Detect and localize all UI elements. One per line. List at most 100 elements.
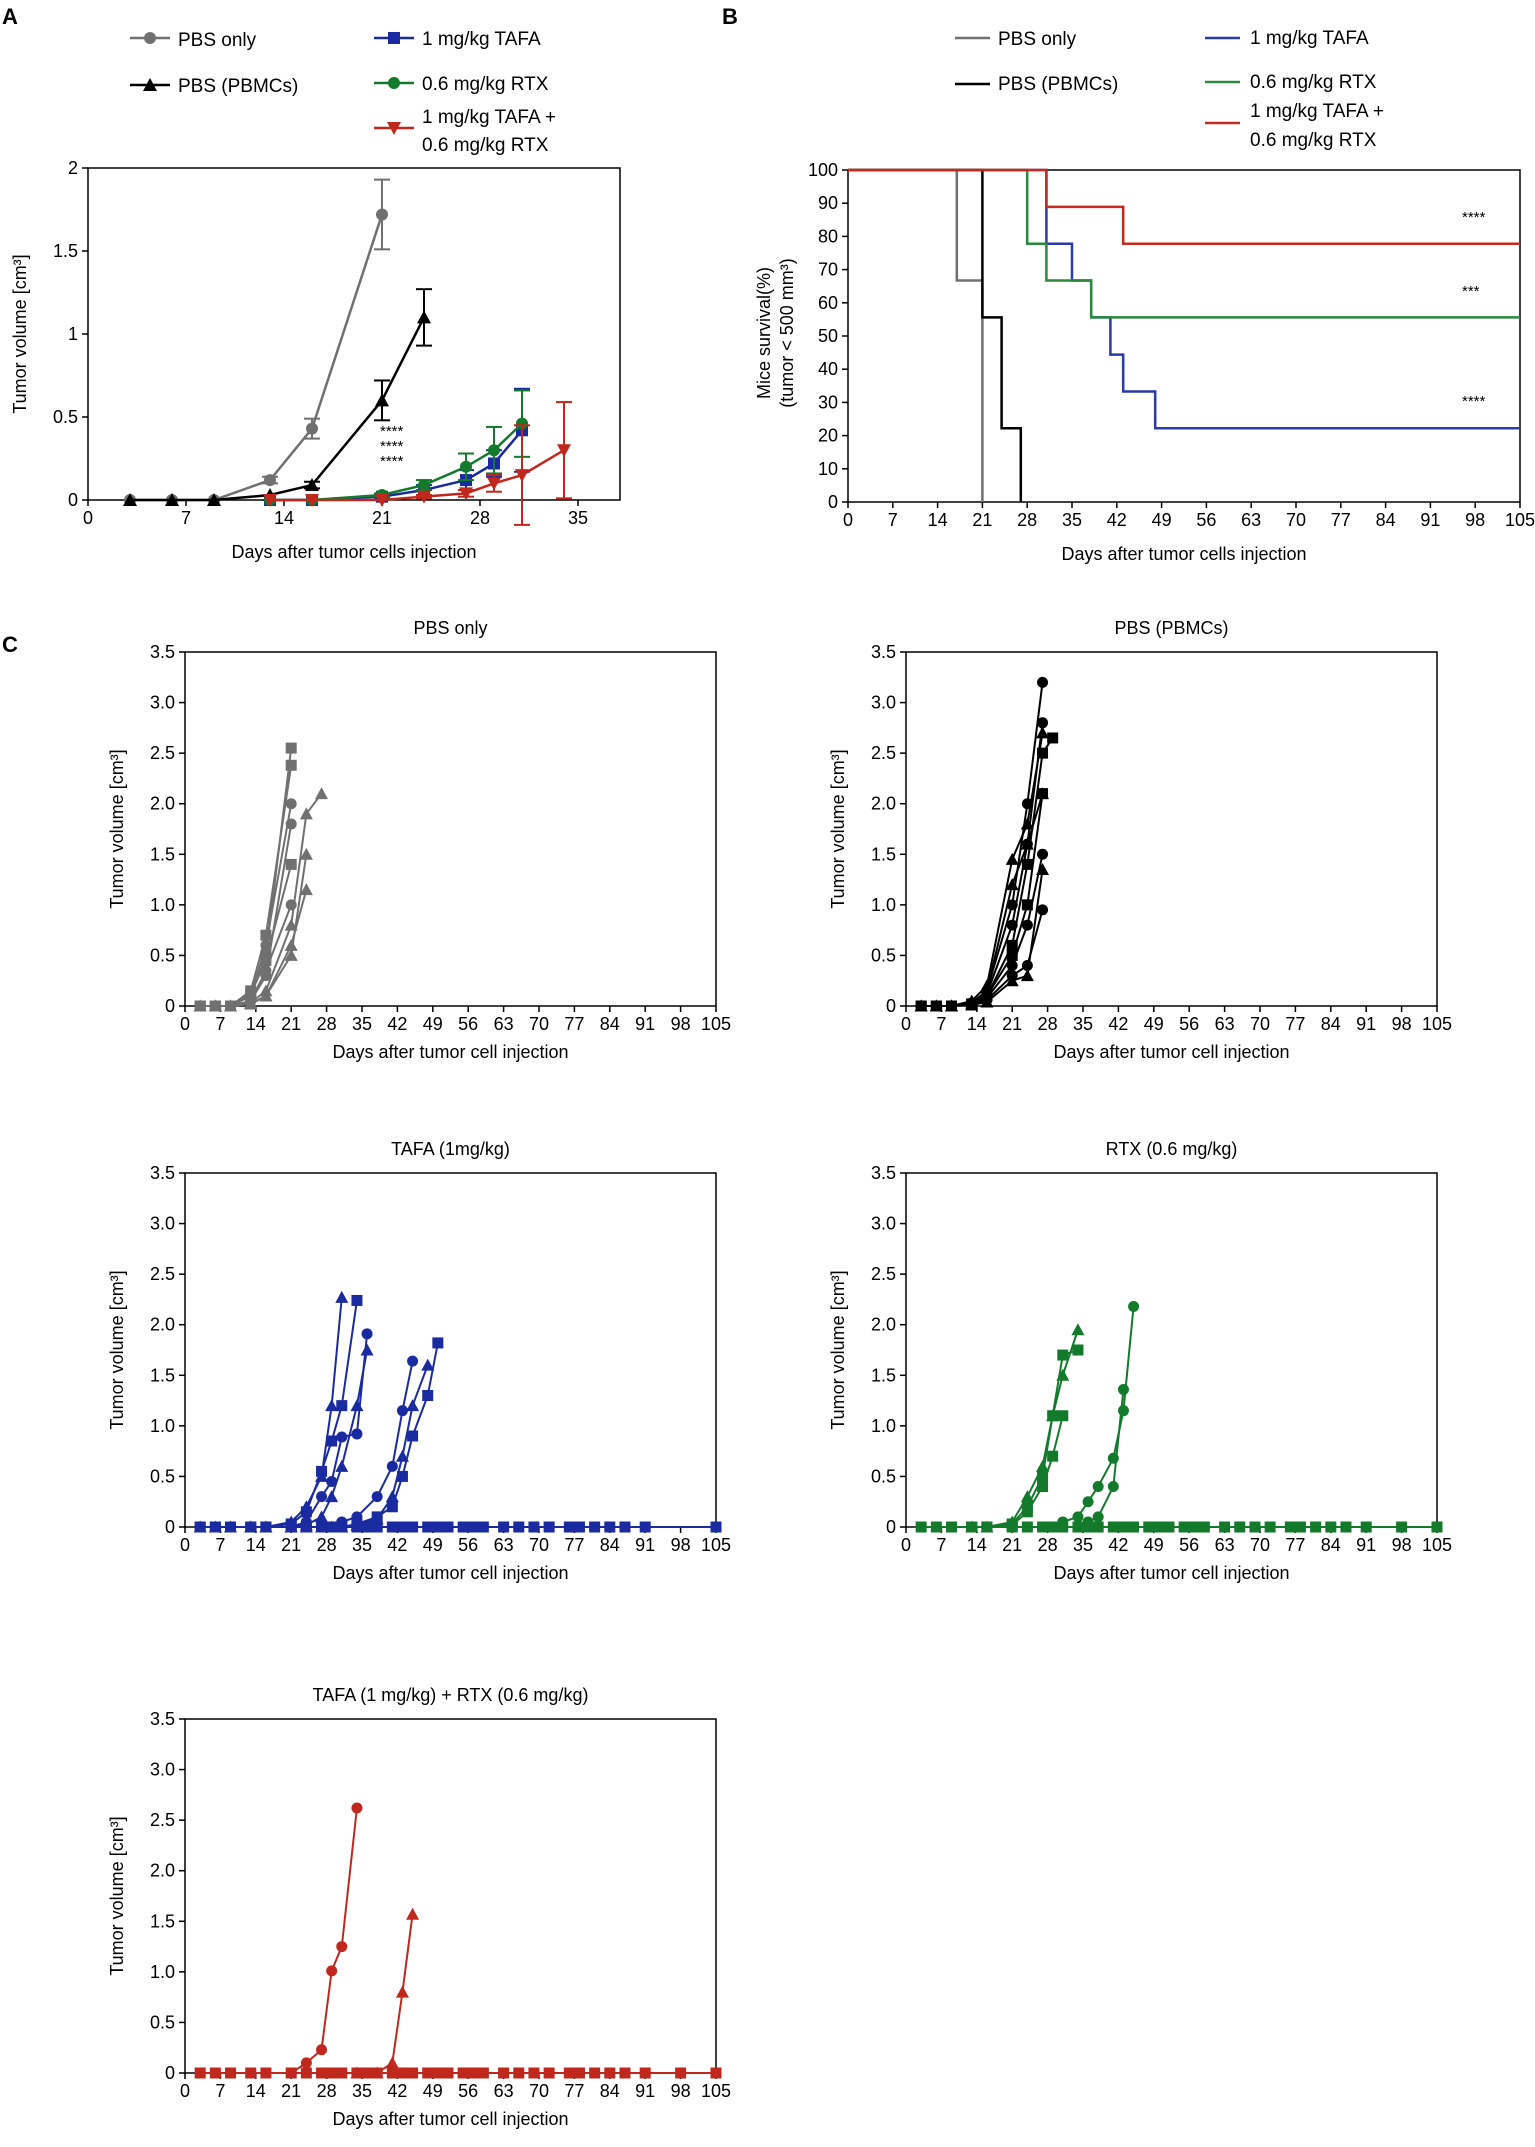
series-line bbox=[270, 449, 565, 502]
x-tick-label: 35 bbox=[1073, 1014, 1093, 1034]
data-point bbox=[1020, 837, 1034, 850]
x-tick-label: 70 bbox=[529, 2081, 549, 2101]
data-point bbox=[981, 1521, 993, 1533]
data-point bbox=[1021, 1521, 1033, 1533]
y-tick-label: 0.5 bbox=[871, 945, 896, 965]
y-tick-label: 2.5 bbox=[871, 1264, 896, 1284]
survival-line-0 bbox=[848, 168, 984, 502]
data-point bbox=[285, 759, 297, 771]
y-tick-label: 0 bbox=[828, 492, 838, 512]
x-tick-label: 49 bbox=[423, 1014, 443, 1034]
y-axis-label: Tumor volume [cm³] bbox=[828, 1270, 848, 1429]
data-point bbox=[386, 1501, 398, 1513]
data-point bbox=[459, 487, 473, 501]
data-point bbox=[260, 954, 272, 966]
x-tick-label: 14 bbox=[246, 2081, 266, 2101]
data-point bbox=[259, 989, 273, 1002]
y-tick-label: 2.5 bbox=[150, 743, 175, 763]
x-tick-label: 7 bbox=[888, 510, 898, 530]
x-tick-label: 91 bbox=[635, 1014, 655, 1034]
y-tick-label: 1.5 bbox=[871, 844, 896, 864]
data-point bbox=[477, 2067, 489, 2079]
y-tick-label: 1.5 bbox=[150, 844, 175, 864]
sig-b-rtx: *** bbox=[1462, 283, 1480, 300]
chart-title: TAFA (1 mg/kg) + RTX (0.6 mg/kg) bbox=[313, 1685, 589, 1705]
data-point bbox=[675, 2067, 687, 2079]
data-point bbox=[467, 1521, 479, 1533]
mouse-series-3 bbox=[194, 818, 297, 1012]
legend-b: PBS only PBS (PBMCs) 1 mg/kg TAFA 0.6 mg… bbox=[955, 28, 1384, 151]
x-tick-label: 56 bbox=[1179, 1014, 1199, 1034]
legend-b-rtx: 0.6 mg/kg RTX bbox=[1250, 72, 1377, 93]
x-tick-label: 21 bbox=[372, 508, 392, 528]
data-point bbox=[224, 999, 238, 1012]
data-point bbox=[407, 2067, 419, 2079]
data-point bbox=[589, 2067, 601, 2079]
data-point bbox=[1036, 726, 1050, 739]
x-tick-label: 84 bbox=[600, 1014, 620, 1034]
legend-a-combo-2: 0.6 mg/kg RTX bbox=[422, 135, 549, 156]
x-tick-label: 49 bbox=[1152, 510, 1172, 530]
data-point bbox=[460, 460, 472, 473]
y-axis-label: Tumor volume [cm³] bbox=[828, 749, 848, 908]
x-tick-label: 35 bbox=[352, 1535, 372, 1555]
data-point bbox=[395, 1985, 409, 1998]
x-tick-label: 14 bbox=[274, 508, 294, 528]
y-tick-label: 3.0 bbox=[150, 693, 175, 713]
data-point bbox=[1153, 1521, 1165, 1533]
data-point bbox=[245, 2067, 257, 2079]
data-point bbox=[966, 1521, 978, 1533]
y-tick-label: 3.5 bbox=[150, 1163, 175, 1183]
x-tick-label: 91 bbox=[1356, 1535, 1376, 1555]
data-point bbox=[395, 1449, 409, 1462]
data-point bbox=[1021, 899, 1033, 911]
data-point bbox=[1340, 1521, 1352, 1533]
data-point bbox=[515, 469, 529, 483]
data-point bbox=[1006, 960, 1018, 972]
data-point bbox=[1037, 848, 1049, 860]
data-point bbox=[335, 1290, 349, 1303]
x-tick-label: 49 bbox=[423, 1535, 443, 1555]
legend-a-pbmc: PBS (PBMCs) bbox=[178, 76, 298, 97]
data-point bbox=[421, 1358, 435, 1371]
data-point bbox=[543, 1521, 555, 1533]
x-tick-label: 105 bbox=[701, 1014, 731, 1034]
x-tick-label: 77 bbox=[1285, 1535, 1305, 1555]
data-point bbox=[1143, 1521, 1155, 1533]
chart-b: 0 7 14 21 28 35 42 49 56 63 70 77 84 91 98 105 0 10 20 30 40… bbox=[808, 160, 1535, 564]
x-tick-label: 35 bbox=[352, 2081, 372, 2101]
y-tick-label: 30 bbox=[818, 392, 838, 412]
data-point bbox=[589, 1521, 601, 1533]
series-a-0 bbox=[124, 178, 390, 506]
y-tick-label: 2.0 bbox=[871, 794, 896, 814]
data-point bbox=[1047, 1521, 1059, 1533]
series-line bbox=[1027, 1306, 1135, 1528]
data-point bbox=[930, 1521, 942, 1533]
data-point bbox=[300, 1521, 312, 1533]
data-point bbox=[375, 393, 389, 407]
series-a-4 bbox=[263, 401, 572, 526]
data-point bbox=[442, 2067, 454, 2079]
y-tick-label: 2.0 bbox=[150, 1861, 175, 1881]
data-point bbox=[306, 422, 318, 435]
y-axis-label: Tumor volume [cm³] bbox=[107, 1270, 127, 1429]
data-point bbox=[316, 1465, 328, 1477]
plot-frame bbox=[184, 651, 717, 1007]
data-point bbox=[1037, 904, 1049, 916]
x-tick-label: 21 bbox=[281, 1535, 301, 1555]
data-point bbox=[406, 1907, 420, 1920]
data-point bbox=[260, 929, 272, 941]
y-tick-label: 0.5 bbox=[53, 407, 78, 427]
y-tick-label: 3.5 bbox=[150, 1709, 175, 1729]
data-point bbox=[1036, 1459, 1050, 1472]
x-tick-label: 35 bbox=[352, 1014, 372, 1034]
y-tick-label: 1.0 bbox=[871, 895, 896, 915]
x-tick-label: 21 bbox=[281, 2081, 301, 2101]
x-tick-label: 98 bbox=[671, 1535, 691, 1555]
data-point bbox=[396, 2067, 408, 2079]
x-tick-label: 7 bbox=[215, 2081, 225, 2101]
data-point bbox=[1037, 676, 1049, 688]
mouse-series-2 bbox=[194, 2067, 722, 2079]
data-point bbox=[417, 490, 431, 504]
chart-c4: 0 7 14 21 28 35 42 49 56 63 70 77 84 91 98 105 0 0.5 1.0 1.… bbox=[828, 1139, 1452, 1583]
